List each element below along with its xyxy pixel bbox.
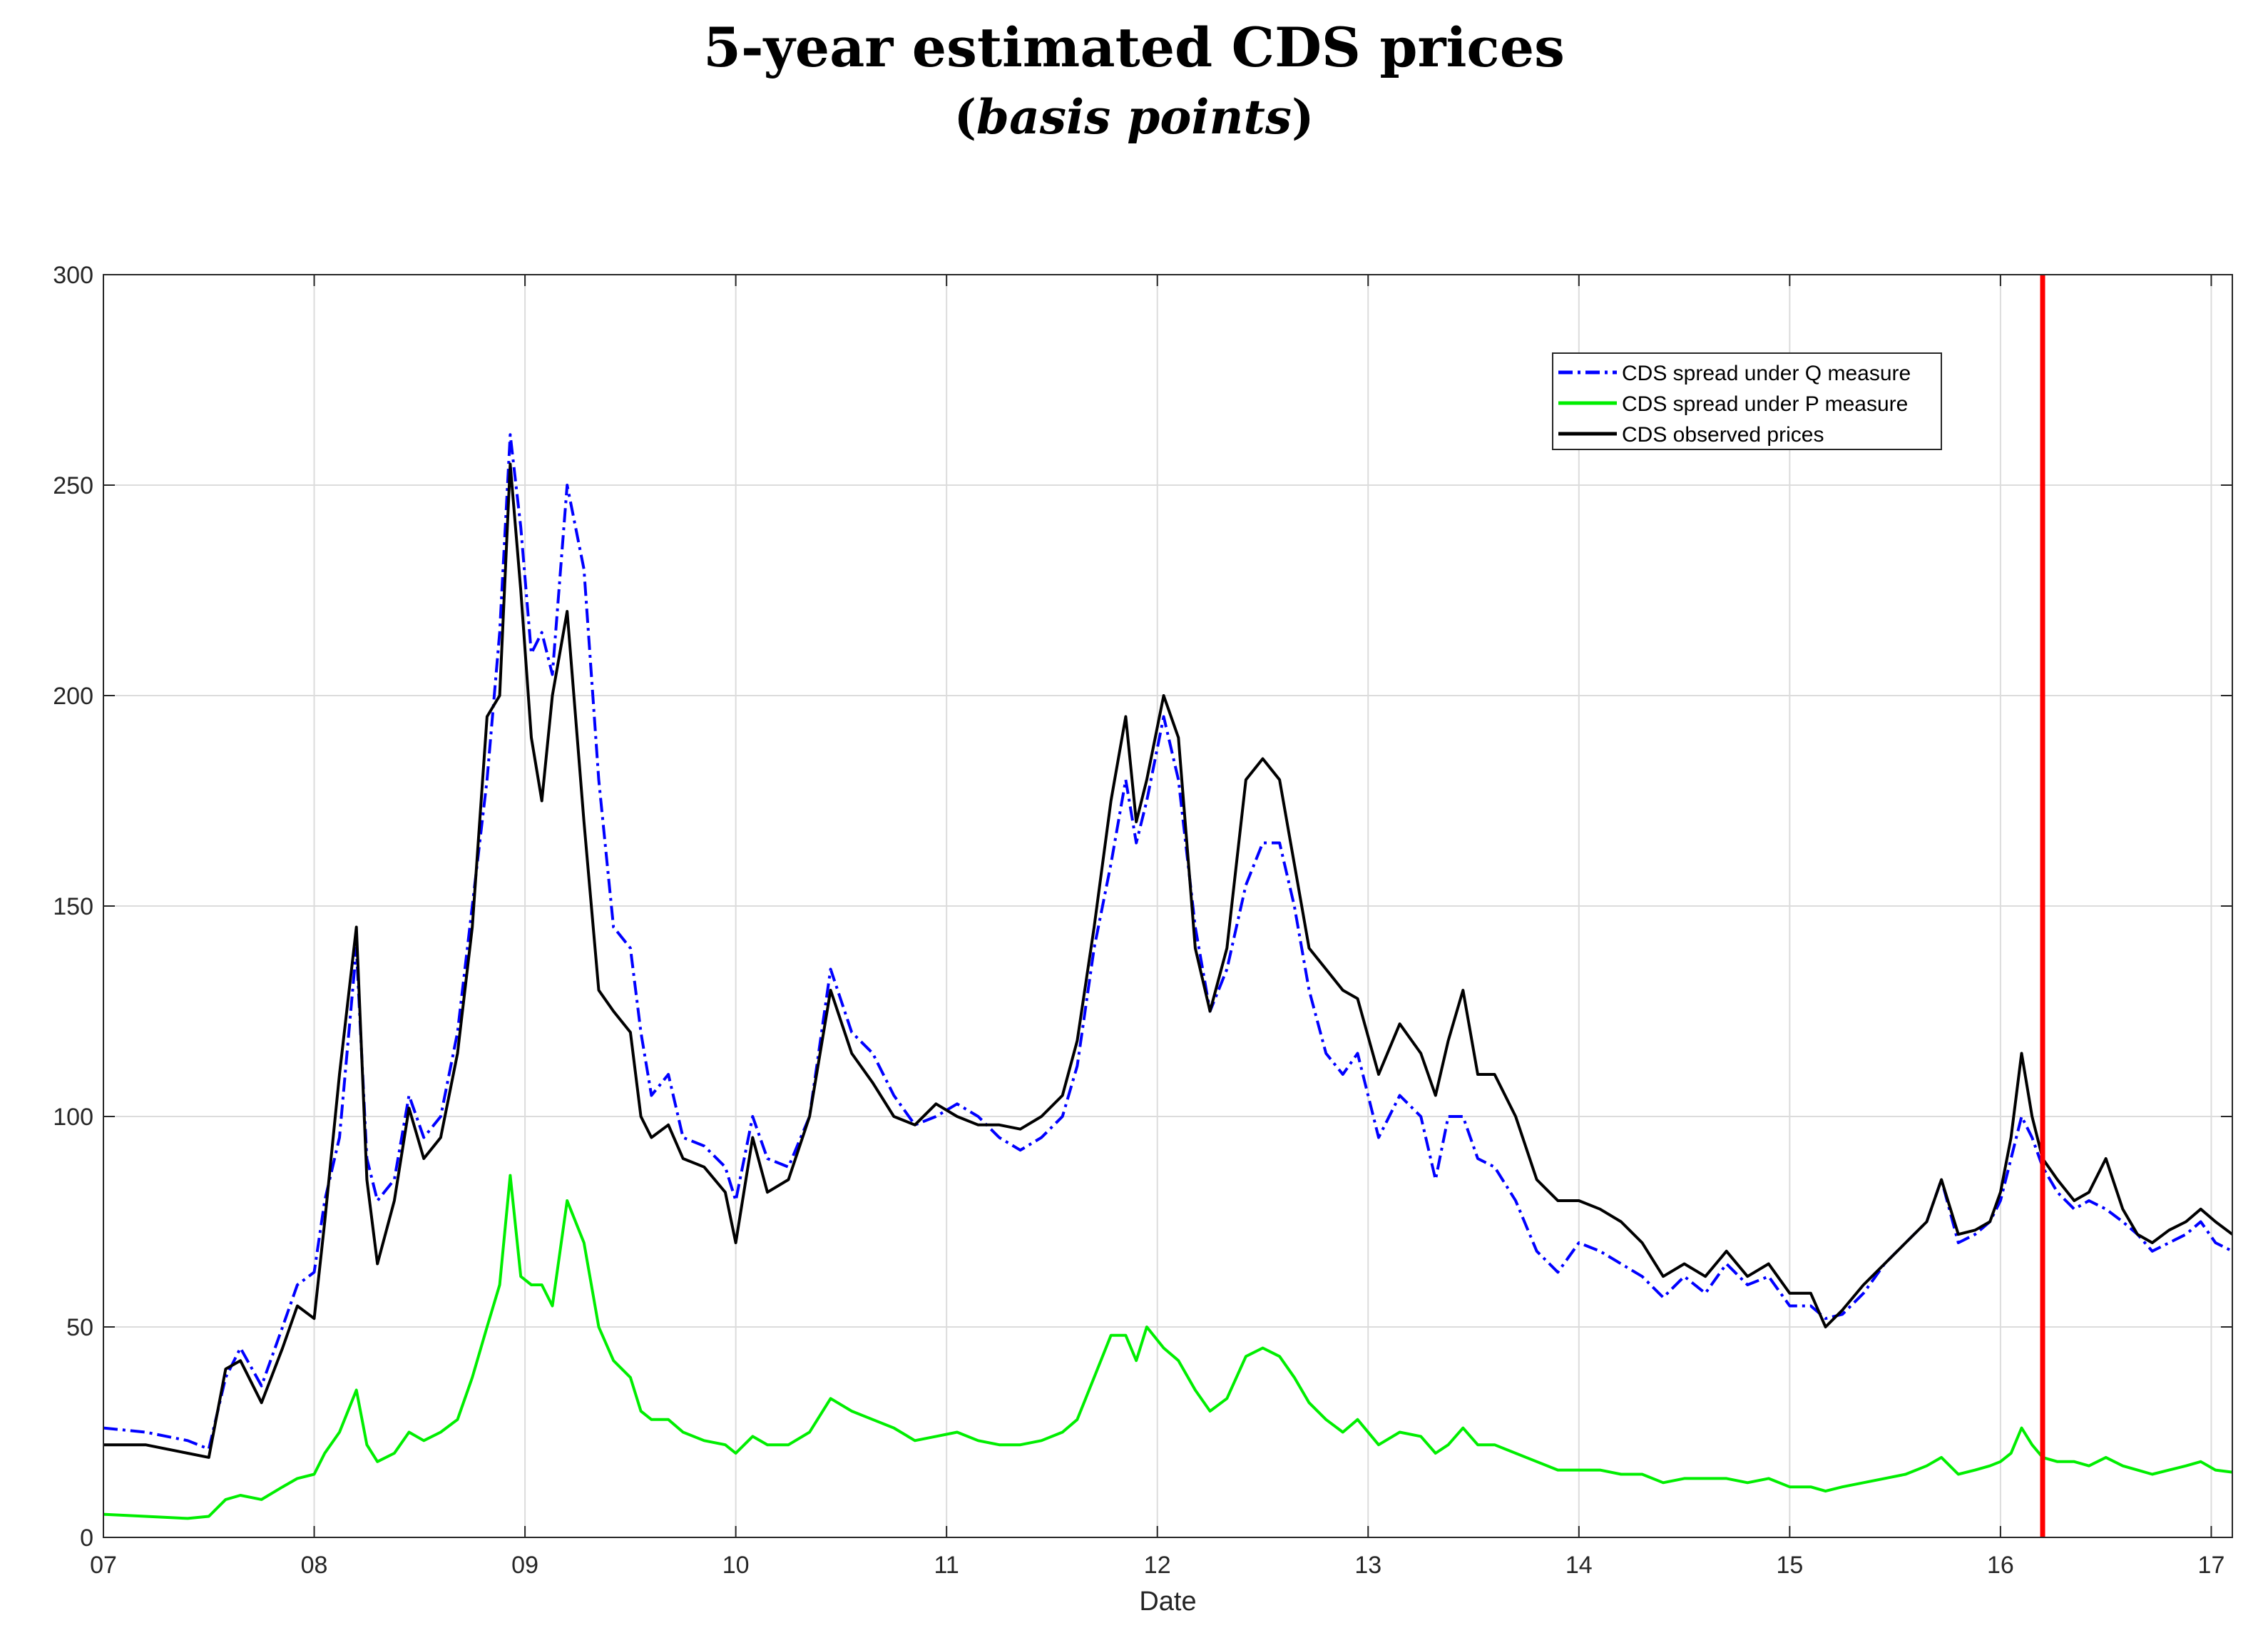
x-tick-label: 12 [1144, 1552, 1171, 1579]
legend: CDS spread under Q measure CDS spread und… [1552, 352, 1942, 450]
series-line-3 [103, 462, 2234, 1459]
legend-label-1: CDS spread under Q measure [1622, 362, 1911, 385]
series-line-1 [103, 433, 2233, 1451]
x-axis-label: Date [1139, 1587, 1196, 1617]
y-tick-label: 0 [80, 1525, 93, 1552]
subtitle-open-paren: ( [954, 89, 976, 145]
subtitle-close-paren: ) [1292, 89, 1314, 145]
y-tick-label: 100 [53, 1104, 93, 1131]
y-tick-label: 200 [53, 683, 93, 710]
x-tick-label: 13 [1354, 1552, 1381, 1579]
legend-box [1552, 352, 1942, 450]
legend-label-2: CDS spread under P measure [1622, 392, 1908, 416]
y-tick-label: 300 [53, 262, 93, 289]
x-tick-label: 07 [90, 1552, 117, 1579]
y-tick-label: 50 [66, 1314, 93, 1341]
legend-label-3: CDS observed prices [1622, 423, 1824, 447]
x-tick-label: 09 [511, 1552, 538, 1579]
x-tick-label: 16 [1987, 1552, 2014, 1579]
x-tick-label: 15 [1776, 1552, 1803, 1579]
subtitle-units: basis points [976, 89, 1292, 145]
chart-subtitle: (basis points) [0, 89, 2268, 145]
series-line-2 [103, 1174, 2233, 1520]
chart-title: 5-year estimated CDS prices [703, 16, 1565, 79]
y-tick-label: 150 [53, 893, 93, 920]
x-tick-label: 14 [1565, 1552, 1593, 1579]
x-tick-label: 11 [934, 1552, 959, 1579]
x-tick-label: 08 [301, 1552, 328, 1579]
x-tick-label: 10 [722, 1552, 750, 1579]
y-tick-label: 250 [53, 472, 93, 499]
x-tick-label: 17 [2198, 1552, 2225, 1579]
